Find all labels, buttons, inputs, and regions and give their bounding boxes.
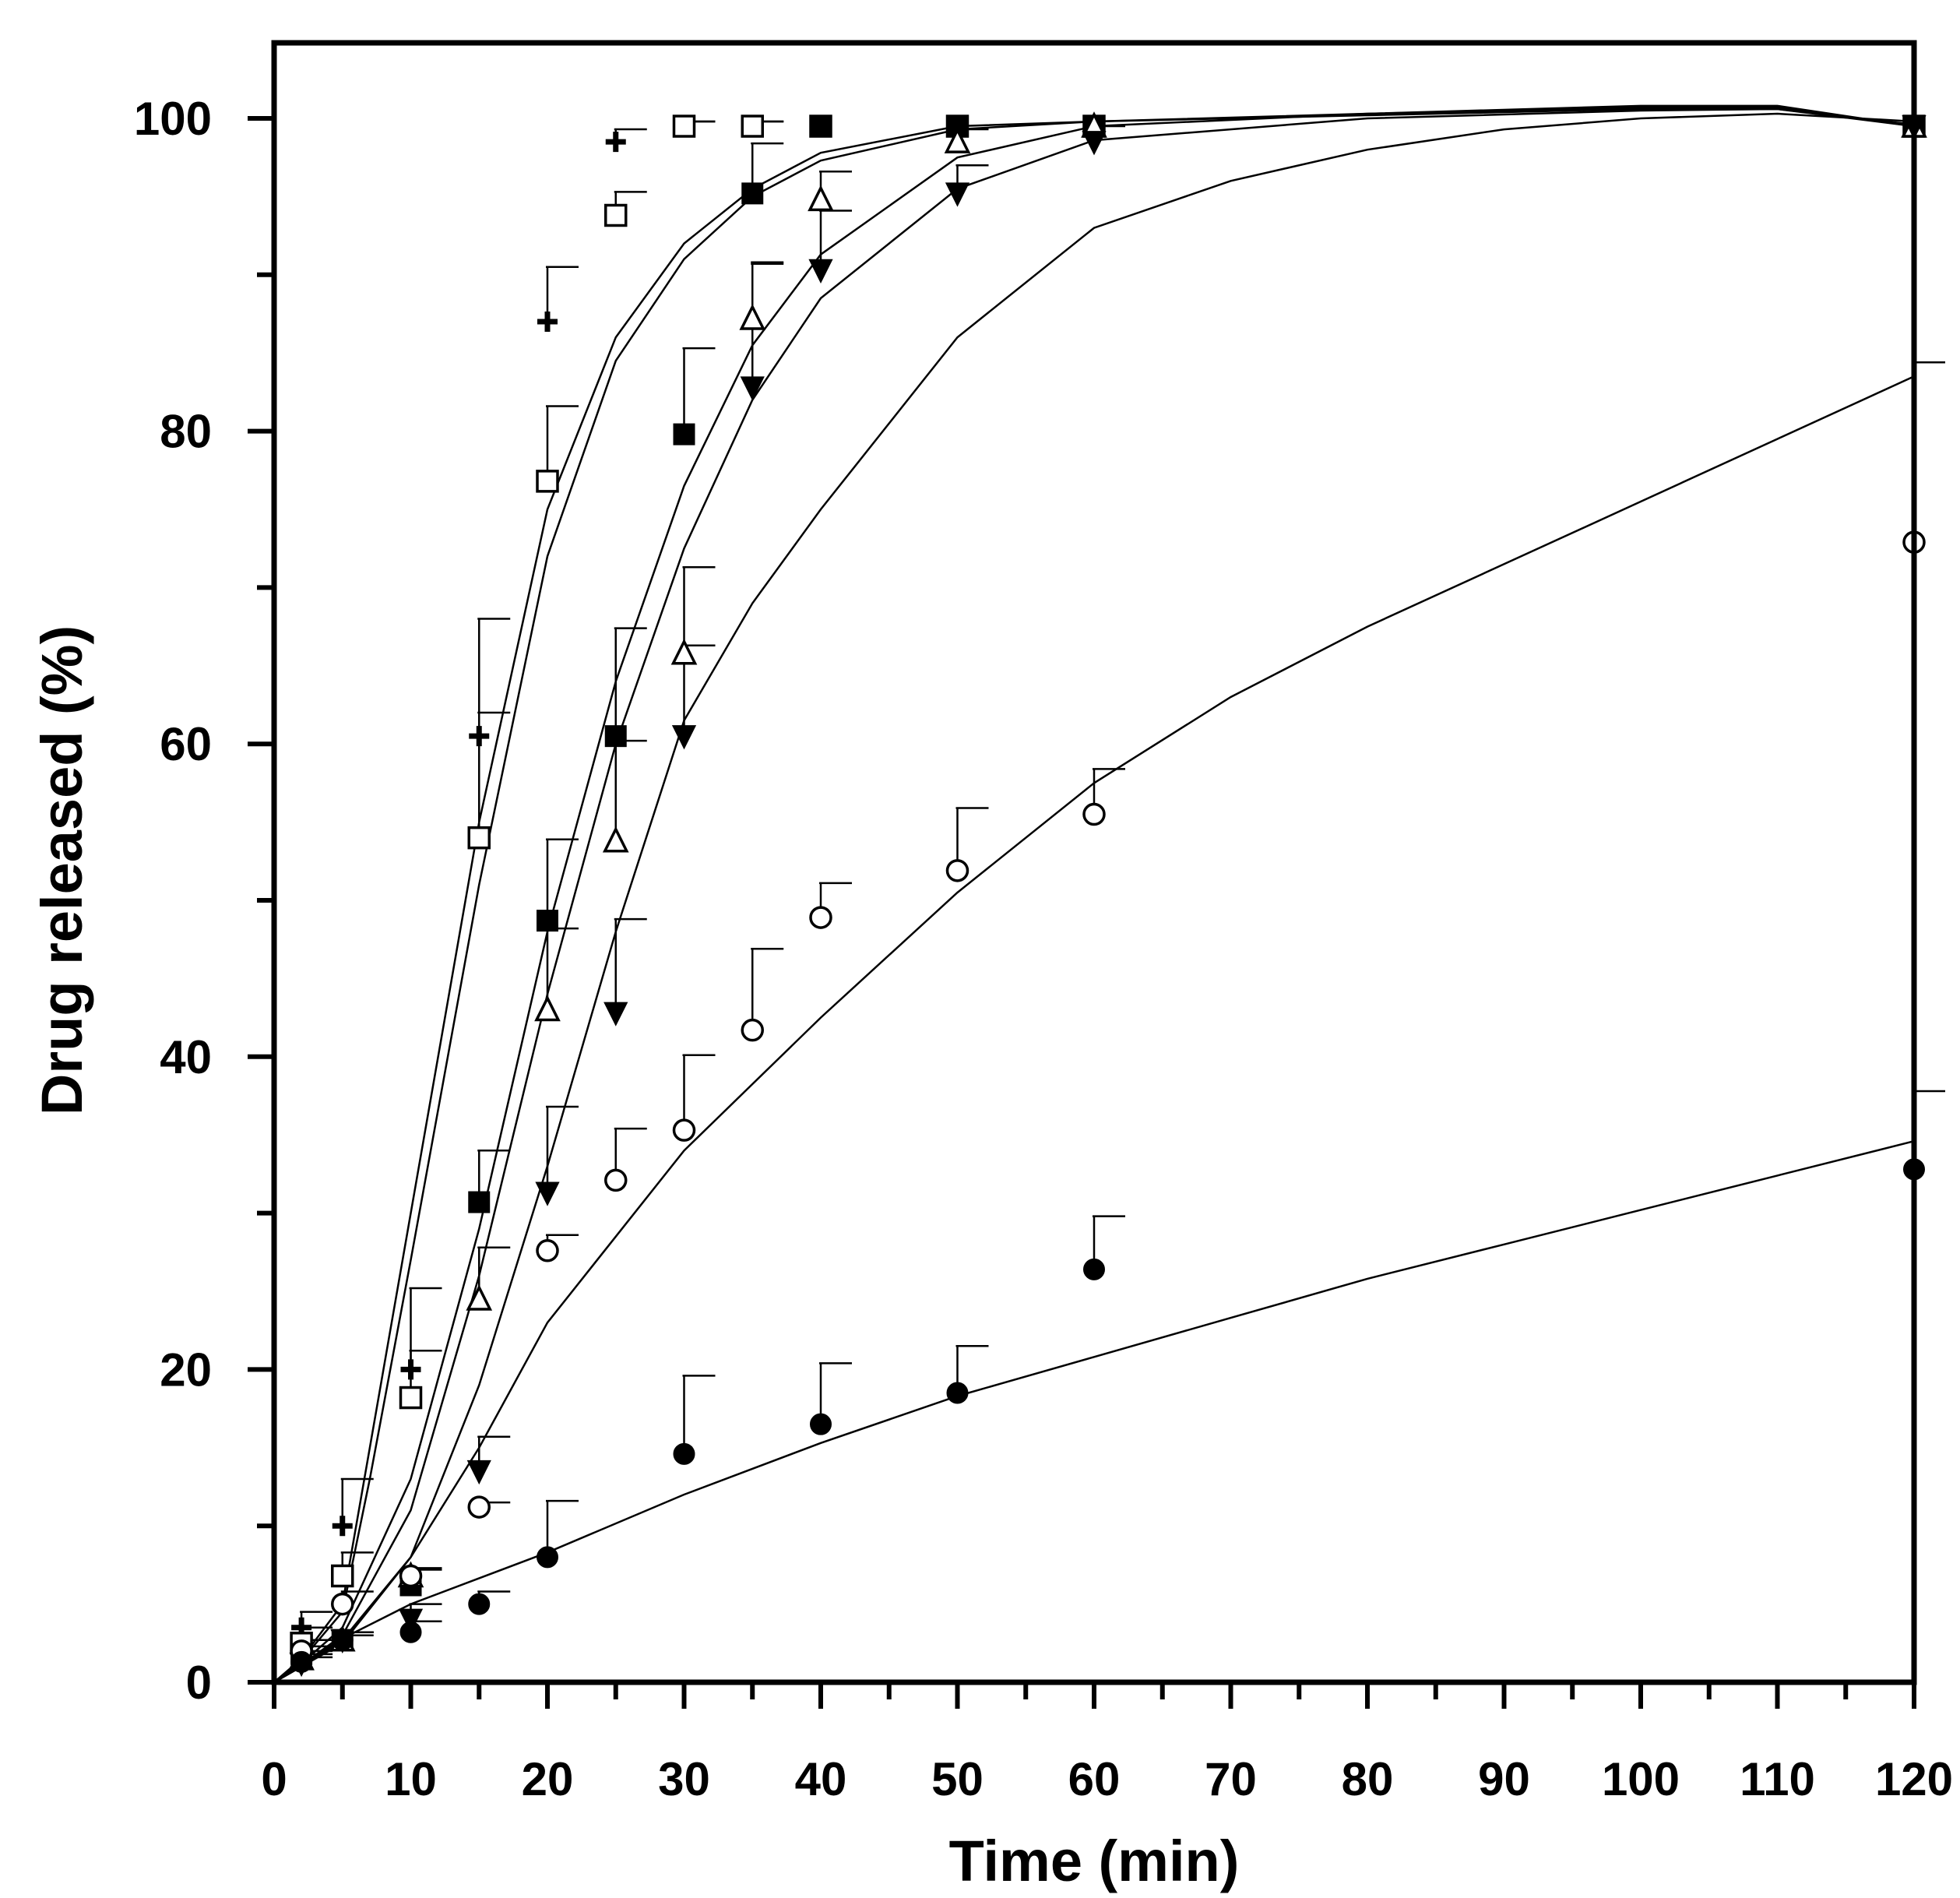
open-triangle-marker [602,826,629,853]
x-tick-label: 30 [658,1753,710,1805]
x-tick-label: 70 [1205,1753,1257,1805]
open-square-marker [331,1564,354,1588]
fitted-curve-3 [273,106,1915,1684]
plus-marker [605,132,626,153]
filled-square-marker [741,182,764,205]
open-square-marker [467,826,491,850]
y-tick-label: 80 [160,406,212,458]
plot-frame [271,40,1917,1685]
plus-marker [537,312,558,333]
x-tick-label: 40 [795,1753,847,1805]
open-triangle-marker [739,304,766,330]
filled-triangle-marker [945,182,970,207]
filled-circle-marker [290,1650,313,1673]
fitted-curve-2 [273,104,1915,1683]
filled-circle-marker [1083,1258,1105,1280]
y-tick-label: 100 [134,93,212,145]
x-tick-label: 100 [1602,1753,1680,1805]
filled-circle-marker [399,1621,422,1643]
plus-marker [469,726,490,747]
filled-square-marker [673,423,695,445]
open-triangle-marker [944,127,971,153]
filled-circle-marker [537,1546,558,1569]
open-circle-marker [741,1018,764,1042]
y-axis-ticks: 0 20 40 60 80 100 [134,93,274,1709]
filled-square-marker [468,1191,491,1213]
filled-triangle-marker [398,1608,424,1633]
plus-marker [400,1359,421,1380]
filled-triangle-marker [603,1002,628,1026]
fitted-curve-7 [273,1139,1915,1684]
fitted-curve-1 [273,107,1915,1683]
open-circle-marker [1082,802,1106,826]
open-triangle-marker [534,995,561,1022]
open-circle-marker [604,1168,628,1192]
error-bars [300,120,1945,1664]
x-tick-label: 110 [1740,1753,1815,1805]
filled-triangle-marker [466,1460,491,1485]
filled-triangle-marker [740,376,765,401]
x-tick-label: 20 [522,1753,574,1805]
y-tick-label: 40 [160,1031,212,1083]
open-square-marker [604,203,628,227]
open-triangle-marker [808,185,834,212]
open-circle-marker [536,1239,559,1262]
open-square-marker [672,114,696,138]
data-markers [288,111,1927,1678]
filled-triangle-marker [535,1181,560,1206]
open-circle-marker [809,906,832,929]
x-tick-label: 120 [1875,1753,1953,1805]
filled-triangle-marker [808,259,833,284]
y-tick-label: 0 [186,1657,212,1709]
filled-triangle-marker [1082,131,1107,156]
filled-circle-marker [946,1382,969,1404]
fitted-curve-4 [273,107,1915,1684]
y-tick-label: 60 [160,718,212,770]
x-tick-label: 50 [931,1753,984,1805]
open-circle-marker [331,1592,354,1616]
fitted-curve-5 [273,112,1915,1684]
x-tick-label: 0 [261,1753,287,1805]
x-tick-label: 60 [1068,1753,1121,1805]
filled-square-marker [810,115,832,138]
x-tick-label: 10 [385,1753,437,1805]
filled-circle-marker [468,1593,491,1615]
filled-triangle-marker [671,725,697,750]
open-square-marker [399,1386,423,1410]
open-circle-marker [672,1118,696,1142]
x-axis-ticks: 0 10 20 30 40 50 60 70 80 90 100 110 120 [261,1682,1953,1805]
filled-square-marker [537,910,558,932]
y-axis-label: Drug released (%) [30,625,94,1115]
filled-square-marker [604,725,627,748]
y-tick-label: 20 [160,1343,212,1396]
open-square-marker [536,470,559,493]
filled-circle-marker [331,1629,354,1651]
x-tick-label: 90 [1478,1753,1530,1805]
open-square-marker [741,114,764,138]
open-triangle-marker [670,638,698,665]
plus-marker [332,1516,353,1537]
fitted-curve-6 [273,375,1915,1684]
open-circle-marker [467,1495,491,1519]
x-tick-label: 80 [1342,1753,1394,1805]
x-axis-label: Time (min) [949,1829,1240,1893]
open-circle-marker [945,859,969,882]
open-circle-marker [399,1564,423,1588]
filled-circle-marker [673,1442,695,1465]
filled-circle-marker [810,1413,832,1435]
open-triangle-marker [466,1284,493,1311]
fitted-curves [273,104,1915,1684]
